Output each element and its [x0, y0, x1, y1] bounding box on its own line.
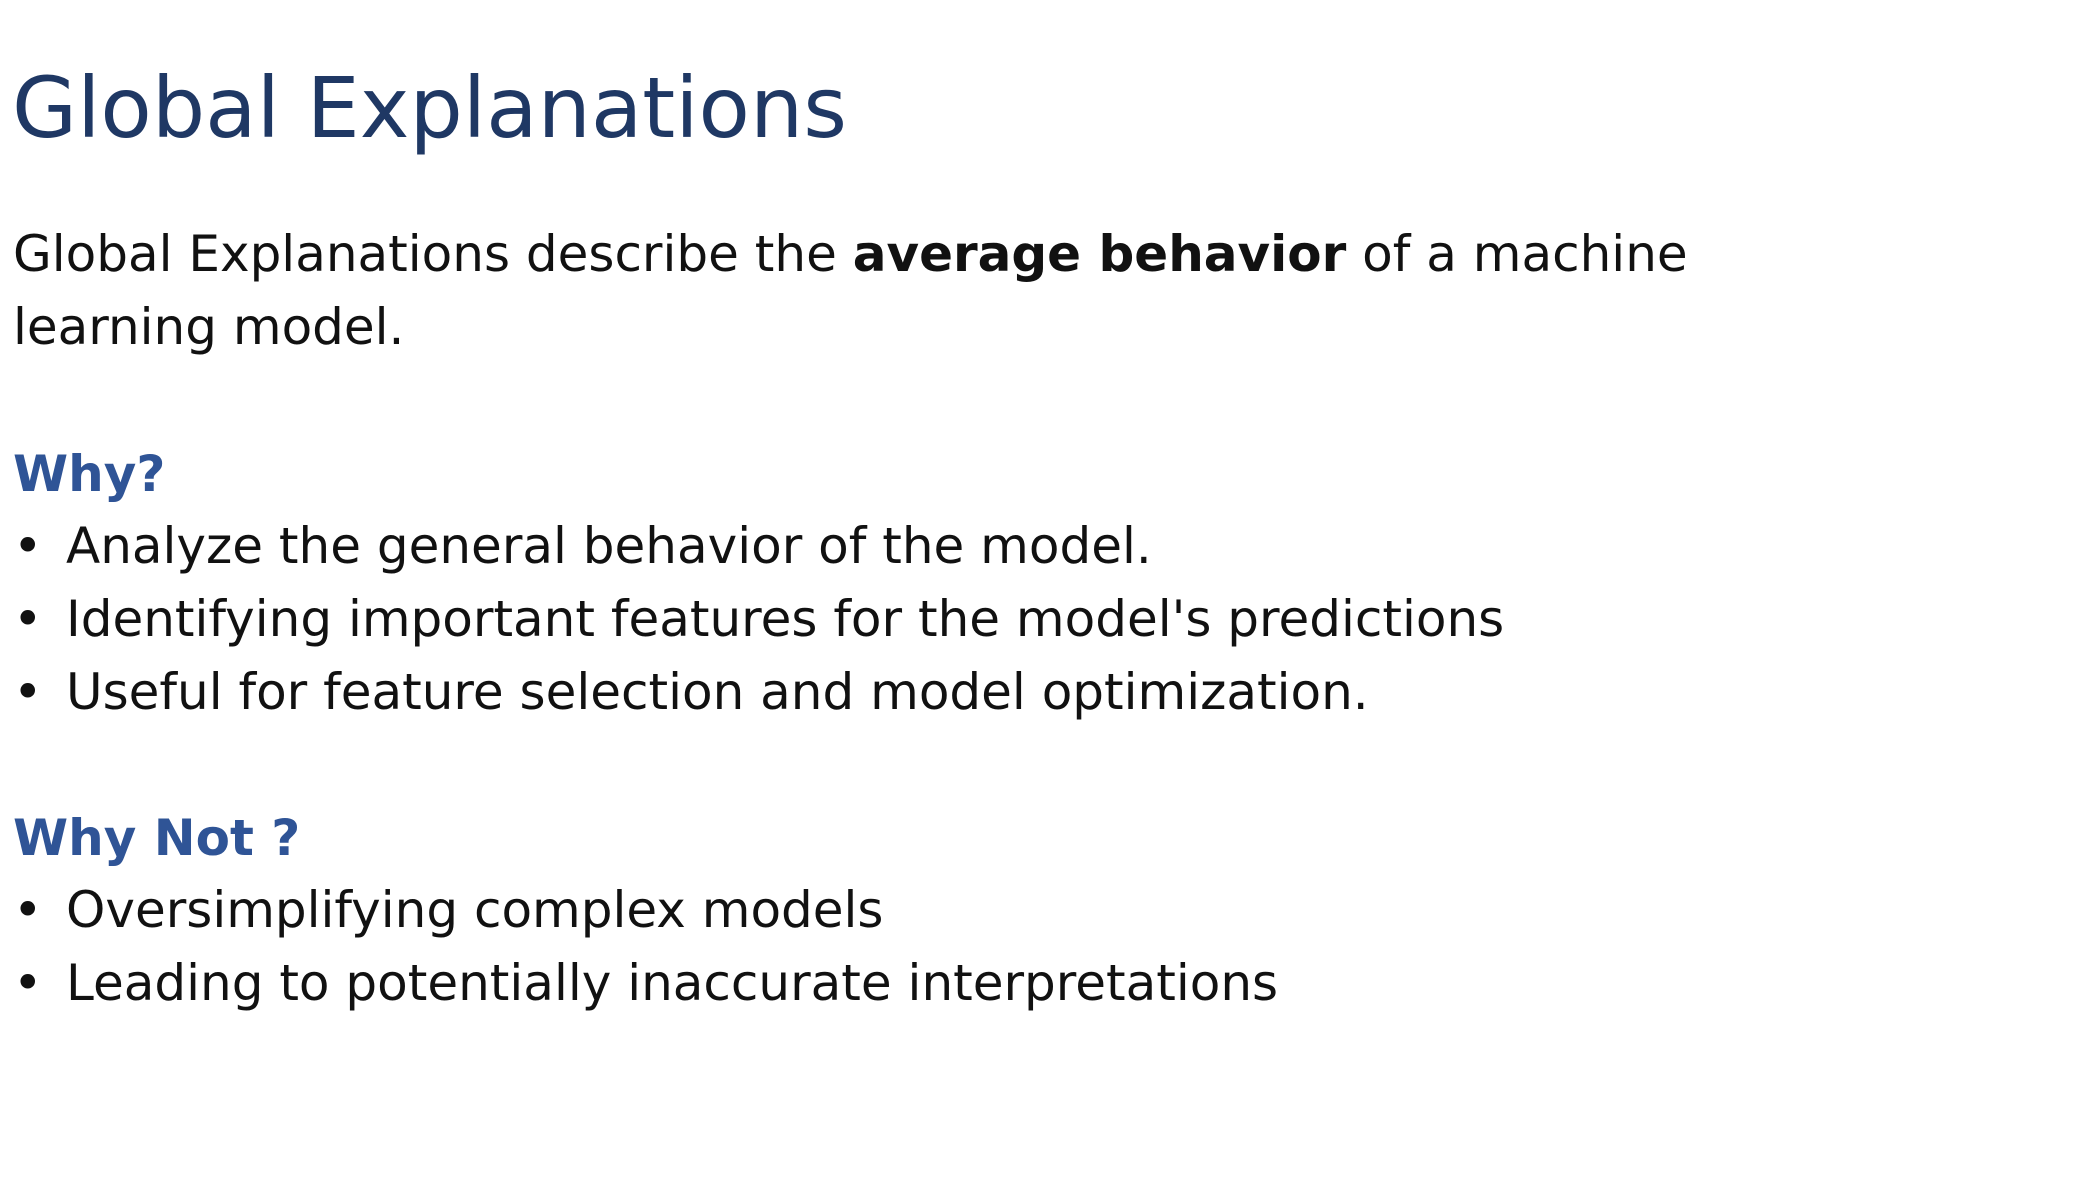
section-heading-why-not: Why Not ?	[13, 809, 301, 867]
list-item-text: Oversimplifying complex models	[66, 881, 884, 939]
bullet-icon: •	[13, 517, 43, 575]
bullet-list-why-not: • Oversimplifying complex models • Leading…	[13, 874, 1278, 1020]
intro-paragraph: Global Explanations describe the average…	[13, 218, 1893, 364]
intro-emphasis: average behavior	[852, 225, 1347, 283]
bullet-icon: •	[13, 590, 43, 648]
bullet-icon: •	[13, 663, 43, 721]
list-item: • Oversimplifying complex models	[13, 874, 1278, 947]
intro-text-before: Global Explanations describe the	[13, 225, 853, 283]
list-item: • Identifying important features for the …	[13, 583, 1504, 656]
bullet-icon: •	[13, 881, 43, 939]
section-heading-why: Why?	[13, 445, 166, 503]
slide-title: Global Explanations	[12, 59, 847, 157]
intro-text-after: of a machine learning model.	[13, 225, 1688, 356]
list-item-text: Identifying important features for the m…	[66, 590, 1505, 648]
list-item-text: Useful for feature selection and model o…	[66, 663, 1369, 721]
list-item: • Leading to potentially inaccurate inter…	[13, 947, 1278, 1020]
bullet-icon: •	[13, 954, 43, 1012]
list-item: • Analyze the general behavior of the mod…	[13, 510, 1504, 583]
list-item-text: Analyze the general behavior of the mode…	[66, 517, 1152, 575]
bullet-list-why: • Analyze the general behavior of the mod…	[13, 510, 1504, 729]
list-item-text: Leading to potentially inaccurate interp…	[66, 954, 1279, 1012]
list-item: • Useful for feature selection and model …	[13, 656, 1504, 729]
